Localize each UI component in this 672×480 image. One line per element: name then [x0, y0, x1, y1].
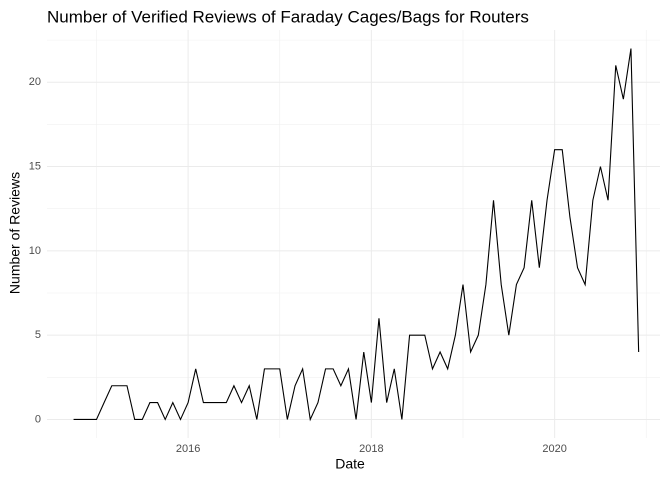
x-tick-label: 2016 — [176, 443, 200, 455]
y-axis-label: Number of Reviews — [7, 172, 23, 294]
x-tick-label: 2020 — [542, 443, 566, 455]
y-tick-label: 15 — [29, 160, 41, 172]
chart-title: Number of Verified Reviews of Faraday Ca… — [47, 7, 529, 26]
y-tick-label: 0 — [35, 413, 41, 425]
data-line — [73, 48, 640, 422]
y-tick-label: 20 — [29, 76, 41, 88]
x-axis-label: Date — [335, 456, 365, 472]
x-tick-label: 2018 — [359, 443, 383, 455]
y-tick-label: 10 — [29, 245, 41, 257]
y-tick-label: 5 — [35, 329, 41, 341]
